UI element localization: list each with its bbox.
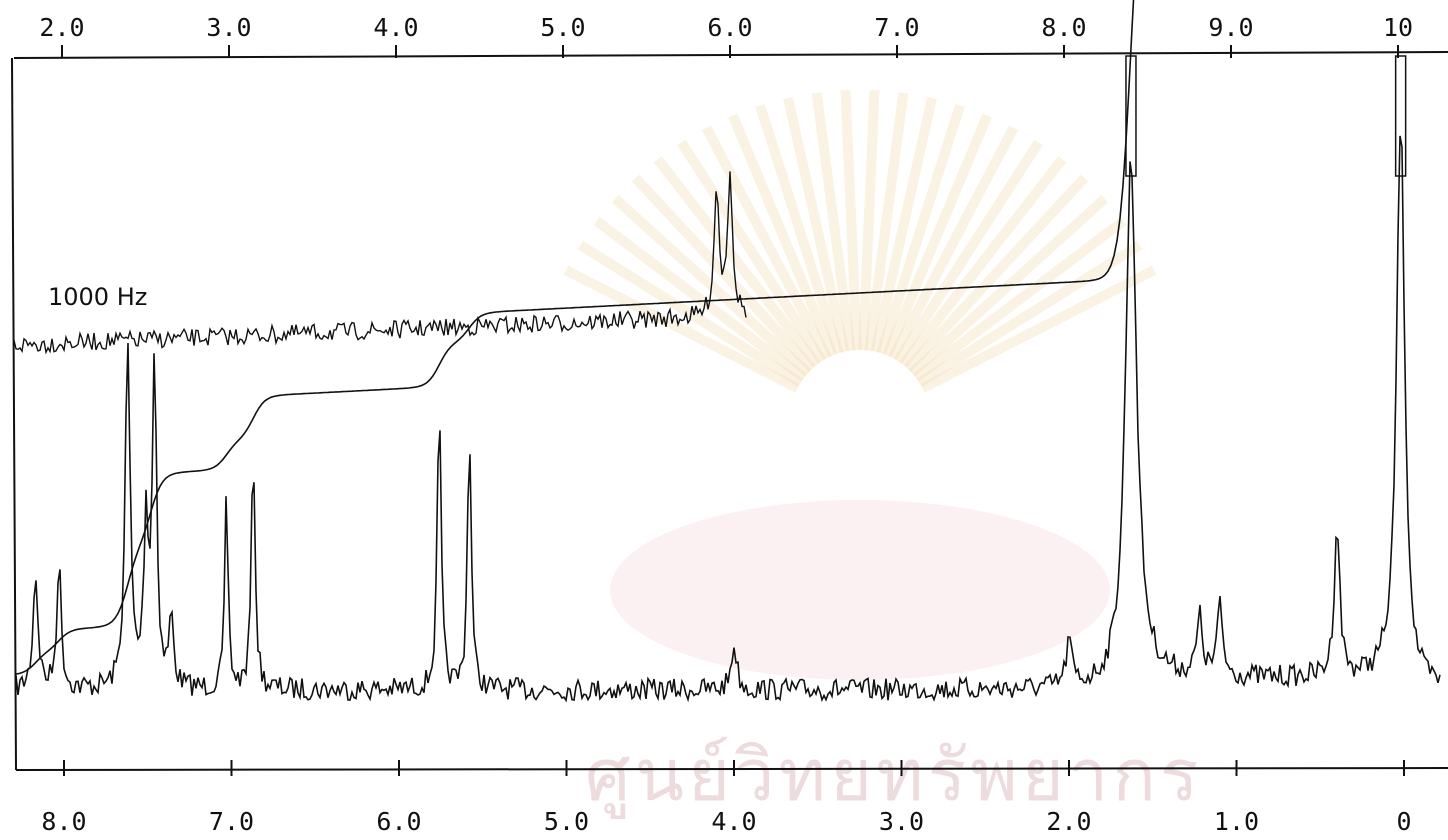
- watermark-ray: [903, 174, 1089, 373]
- watermark-ray: [912, 217, 1127, 382]
- top-tick-label: 6.0: [707, 13, 752, 42]
- watermark-ray: [677, 139, 827, 364]
- watermark-ray: [653, 156, 822, 368]
- bottom-tick-label: 3.0: [879, 807, 924, 836]
- bottom-tick-label: 5.0: [544, 807, 589, 836]
- top-tick-label: 8.0: [1041, 13, 1086, 42]
- watermark: ศูนย์วิทยทรัพยากร: [563, 90, 1203, 819]
- bottom-tick-label: 7.0: [209, 807, 254, 836]
- bottom-tick-label: 8.0: [41, 807, 86, 836]
- top-tick-label: 2.0: [39, 13, 84, 42]
- watermark-ray: [876, 104, 965, 355]
- watermark-ray: [840, 90, 862, 351]
- watermark-text: ศูนย์วิทยทรัพยากร: [585, 733, 1203, 819]
- series-layer: [13, 0, 1441, 703]
- bottom-tick-label: 1.0: [1214, 807, 1259, 836]
- top-axis: 2.0 3.0 4.0 5.0 6.0 7.0 8.0 9.0 10: [39, 13, 1413, 58]
- watermark-ray: [916, 240, 1143, 388]
- expansion-annotation: 1000 Hz: [48, 283, 147, 311]
- watermark-emblem: [610, 500, 1110, 680]
- expansion-trace: [13, 171, 747, 355]
- bottom-tick-label: 2.0: [1046, 807, 1091, 836]
- watermark-ray: [870, 96, 937, 353]
- watermark-rays: [563, 90, 1157, 393]
- watermark-ray: [920, 265, 1157, 393]
- top-tick-label: 9.0: [1208, 13, 1253, 42]
- bottom-tick-label: 6.0: [376, 807, 421, 836]
- top-tick-label: 4.0: [373, 13, 418, 42]
- watermark-ray: [728, 113, 838, 358]
- top-tick-label: 3.0: [206, 13, 251, 42]
- watermark-ray: [783, 96, 850, 353]
- offscale-peak-top: [1125, 55, 1137, 177]
- watermark-ray: [893, 139, 1043, 364]
- offscale-peak-top: [1394, 55, 1407, 177]
- watermark-ray: [898, 156, 1067, 368]
- watermark-ray: [888, 125, 1018, 361]
- watermark-ray: [593, 217, 808, 382]
- watermark-ray: [858, 90, 880, 351]
- watermark-ray: [755, 104, 844, 355]
- bottom-tick-label: 0: [1396, 807, 1411, 836]
- watermark-ray: [882, 113, 992, 358]
- integral-curve: [15, 0, 1135, 675]
- watermark-ray: [864, 92, 909, 352]
- bottom-axis: 8.0 7.0 6.0 5.0 4.0 3.0 2.0 1.0 0: [41, 760, 1412, 836]
- watermark-ray: [811, 92, 856, 352]
- watermark-ray: [702, 125, 832, 361]
- bottom-tick-label: 4.0: [711, 807, 756, 836]
- top-tick-label: 10: [1383, 13, 1413, 42]
- top-tick-label: 7.0: [874, 13, 919, 42]
- top-tick-label: 5.0: [540, 13, 585, 42]
- watermark-ray: [563, 265, 800, 393]
- watermark-ray: [631, 174, 817, 373]
- spectrum-trace: [15, 135, 1441, 703]
